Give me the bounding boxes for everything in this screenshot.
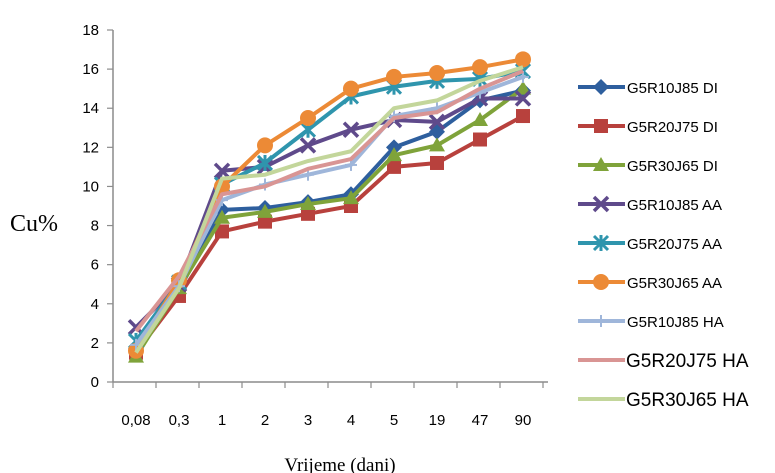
data-point (514, 90, 532, 107)
y-tick-label: 10 (82, 178, 99, 195)
legend-marker (593, 79, 609, 95)
legend-label: G5R30J65 DI (627, 158, 718, 175)
x-tick-label: 19 (429, 412, 446, 429)
x-tick-label: 1 (218, 412, 226, 429)
legend-item: G5R30J65 AA (578, 274, 722, 292)
x-tick-label: 90 (515, 412, 532, 429)
legend-label: G5R20J75 HA (626, 351, 749, 372)
legend-marker (592, 234, 610, 252)
data-point (515, 51, 531, 68)
data-point (301, 206, 315, 221)
series-2 (129, 109, 530, 360)
x-ticks: 0,08 0,3 1 2 3 4 5 19 47 90 (112, 382, 544, 429)
data-point (429, 65, 445, 82)
axes (112, 30, 548, 383)
data-point (386, 147, 402, 162)
data-point (299, 137, 317, 154)
y-tick-label: 18 (82, 22, 99, 39)
x-tick-label: 2 (261, 412, 269, 429)
data-point (258, 214, 272, 229)
legend-item: G5R20J75 HA (578, 351, 749, 372)
data-point (300, 196, 316, 211)
data-point (429, 137, 445, 152)
data-point (428, 113, 446, 131)
data-point (257, 203, 273, 218)
legend-item: G5R20J75 AA (578, 234, 722, 253)
data-point (343, 80, 359, 97)
series-line (134, 96, 523, 329)
series-9 (134, 65, 524, 354)
legend-item: G5R30J65 HA (578, 390, 749, 411)
series-layer (127, 51, 532, 363)
x-tick-label: 3 (304, 412, 312, 429)
y-tick-label: 0 (91, 374, 99, 391)
data-point (472, 59, 488, 76)
legend-item: G5R10J85 DI (578, 79, 718, 97)
data-point (257, 137, 273, 154)
data-point (214, 209, 230, 224)
legend-label: G5R30J65 AA (627, 275, 722, 292)
legend-label: G5R10J85 AA (627, 197, 722, 214)
y-ticks: 0 2 4 6 8 10 12 14 16 18 (82, 22, 113, 391)
series-line (134, 114, 524, 354)
data-point (473, 132, 487, 147)
x-tick-label: 4 (347, 412, 355, 429)
y-tick-label: 16 (82, 61, 99, 78)
legend-label: G5R20J75 DI (627, 119, 718, 136)
y-tick-label: 4 (91, 296, 99, 313)
legend-label: G5R10J85 HA (627, 314, 724, 331)
x-tick-label: 5 (390, 412, 398, 429)
y-axis-title: Cu% (10, 211, 58, 237)
series-3 (128, 80, 531, 363)
data-point (515, 80, 531, 95)
legend-marker (594, 119, 608, 133)
y-tick-label: 12 (82, 139, 99, 156)
data-point (213, 162, 231, 180)
legend-marker (592, 195, 610, 213)
data-point (256, 154, 274, 172)
legend-label: G5R30J65 HA (626, 390, 749, 411)
data-point (387, 159, 401, 174)
series-line (134, 57, 524, 352)
series-line (134, 87, 525, 358)
legend-marker (595, 315, 607, 327)
y-tick-label: 6 (91, 257, 99, 274)
data-point (430, 155, 444, 170)
y-tick-label: 8 (91, 218, 99, 235)
legend-label: G5R10J85 DI (627, 80, 718, 97)
legend-label: G5R20J75 AA (627, 236, 722, 253)
data-point (215, 224, 229, 239)
legend-marker (593, 274, 609, 290)
legend-item: G5R10J85 HA (578, 314, 724, 331)
legend-item: G5R10J85 AA (578, 195, 722, 214)
data-point (472, 111, 488, 126)
x-tick-label: 47 (472, 412, 489, 429)
series-line (134, 65, 524, 354)
x-tick-label: 0,08 (121, 412, 150, 429)
legend-marker (593, 157, 609, 171)
data-point (343, 190, 359, 205)
legend: G5R10J85 DI G5R20J75 DI G5R30J65 DI G5R10J8… (578, 79, 749, 411)
data-point (386, 68, 402, 85)
data-point (516, 109, 530, 124)
legend-item: G5R20J75 DI (578, 119, 718, 136)
y-tick-label: 14 (82, 100, 99, 117)
data-point (342, 121, 360, 138)
x-axis-title: Vrijeme (dani) (284, 455, 395, 473)
x-tick-label: 0,3 (169, 412, 190, 429)
data-point (300, 110, 316, 126)
y-tick-label: 2 (91, 335, 99, 352)
legend-item: G5R30J65 DI (578, 157, 718, 175)
